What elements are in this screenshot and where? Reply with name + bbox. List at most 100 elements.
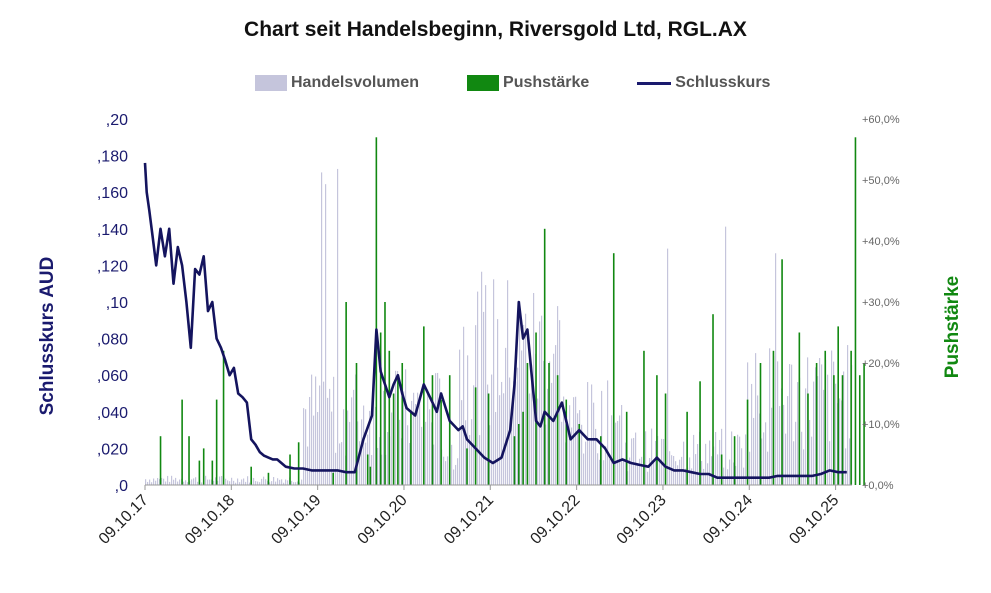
y-tick-label: ,140 [97,222,128,239]
volume-bar [775,253,777,485]
volume-bar [167,475,169,485]
volume-bar [569,405,571,485]
y2-tick-label: +10,0% [862,419,900,431]
volume-bar [619,415,621,485]
push-bar [513,436,516,485]
legend-label-volume: Handelsvolumen [291,74,420,91]
volume-bar [733,462,735,485]
volume-bar [641,456,643,485]
push-bar [863,363,865,485]
volume-bar [519,301,521,485]
push-bar [772,350,775,485]
volume-bar [243,478,245,485]
volume-bar [817,376,819,485]
volume-bar [157,477,159,485]
volume-bar [651,428,653,485]
volume-bar [457,458,459,485]
volume-bar [831,350,833,485]
volume-bar [541,315,543,485]
volume-bar [333,376,335,485]
volume-bar [577,413,579,485]
volume-bar [303,408,305,485]
volume-bar [425,421,427,485]
volume-bar [655,440,657,485]
volume-bar [679,459,681,485]
volume-bar [353,389,355,485]
volume-bar [321,172,323,485]
push-bar [824,350,827,485]
volume-bar [235,482,237,485]
volume-bar [265,479,267,485]
volume-bar [705,443,707,485]
volume-bar [297,481,299,485]
push-bar [625,411,628,485]
volume-bar [301,479,303,485]
volume-bar [691,468,693,485]
volume-bar [269,482,271,485]
volume-bar [515,381,517,485]
push-bar [720,454,723,485]
volume-bar [785,433,787,485]
push-bar [401,363,404,485]
volume-bar [839,398,841,485]
volume-bar [469,434,471,485]
volume-bar [313,415,315,485]
volume-bar [493,279,495,485]
push-bar [850,350,852,485]
y2-tick-label: +50,0% [862,175,900,187]
volume-bar [419,401,421,485]
volume-bar [615,422,617,485]
volume-bar [723,467,725,485]
push-bar [474,387,477,485]
volume-bar [739,436,741,485]
legend-swatch-volume [255,75,287,91]
volume-bar [585,441,587,485]
volume-bar [429,409,431,485]
y2-tick-label: +30,0% [862,297,900,309]
volume-bar [219,476,221,485]
volume-bar [349,421,351,485]
volume-bar [843,371,845,485]
volume-bar [165,481,167,485]
volume-bar [789,364,791,485]
volume-bar [295,482,297,485]
y-tick-label: ,020 [97,441,128,458]
volume-bar [797,382,799,485]
push-bar [858,375,861,485]
volume-bar [499,395,501,485]
volume-bar [363,405,365,485]
volume-bar [751,383,753,485]
volume-bar [413,392,415,485]
push-bar [522,411,524,485]
push-bar [198,460,201,485]
volume-bar [205,475,207,485]
volume-bar [531,364,533,485]
volume-bar [187,482,189,485]
volume-bar [633,437,635,485]
push-bar [448,375,451,485]
volume-bar [685,468,687,485]
volume-bar [599,459,601,485]
volume-bar [629,457,631,485]
volume-bar [369,410,371,485]
volume-bar [729,459,731,485]
y-tick-label: ,080 [97,332,128,349]
volume-bar [275,481,277,485]
push-bar [410,411,412,485]
volume-bar [173,479,175,485]
y-tick-label: ,0 [115,478,128,495]
volume-bar [145,479,147,485]
volume-bar [229,481,231,485]
volume-bar [523,324,525,485]
volume-bar [461,400,463,485]
y-tick-label: ,040 [97,405,128,422]
y-tick-label: ,060 [97,368,128,385]
volume-bar [249,482,251,485]
volume-bar [183,481,185,485]
volume-bar [359,441,361,485]
volume-bar [177,481,179,485]
y2-tick-label: +0,0% [862,480,894,492]
volume-bar [281,479,283,485]
volume-bar [695,454,697,485]
volume-bar [373,389,375,485]
